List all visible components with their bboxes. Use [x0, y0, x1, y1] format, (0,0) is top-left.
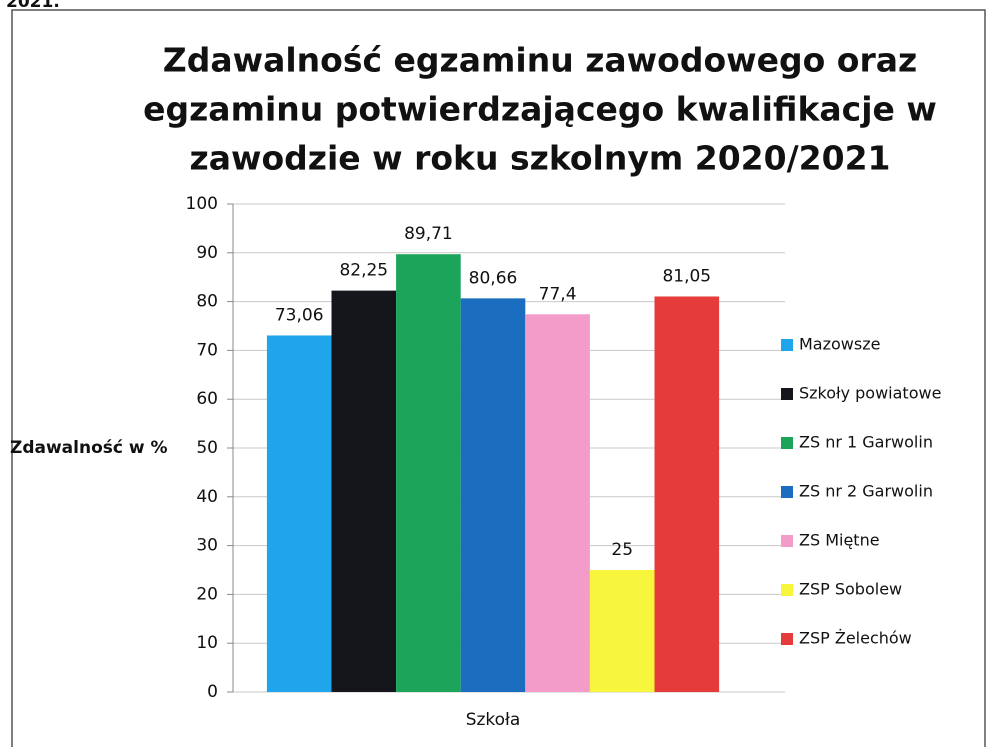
x-tick-label: Szkoła — [466, 710, 521, 730]
y-tick-label: 70 — [196, 340, 218, 360]
y-tick-label: 20 — [196, 584, 218, 604]
bar — [654, 296, 720, 692]
y-tick-label: 10 — [196, 633, 218, 653]
data-label: 89,71 — [404, 224, 453, 244]
legend-label: Mazowsze — [799, 335, 880, 354]
bar — [525, 314, 590, 692]
data-label: 80,66 — [469, 268, 518, 288]
legend-swatch — [781, 437, 793, 449]
y-axis-label: Zdawalność w % — [10, 438, 168, 458]
data-label: 81,05 — [662, 266, 711, 286]
legend-label: ZS nr 1 Garwolin — [799, 433, 933, 452]
y-tick-label: 40 — [196, 487, 218, 507]
y-tick-label: 0 — [207, 682, 218, 702]
chart-title: Zdawalność egzaminu zawodowego oraz — [163, 41, 917, 80]
data-label: 25 — [611, 540, 633, 560]
y-tick-label: 100 — [186, 194, 218, 214]
legend-label: ZSP Żelechów — [799, 629, 912, 648]
bar — [589, 570, 655, 692]
y-tick-label: 30 — [196, 536, 218, 556]
y-tick-label: 90 — [196, 243, 218, 263]
frame — [11, 9, 986, 747]
data-label: 82,25 — [339, 261, 388, 281]
chart-title: egzaminu potwierdzającego kwalifikacje w — [143, 90, 937, 129]
bar — [396, 254, 461, 692]
data-label: 73,06 — [275, 305, 324, 325]
chart-title: zawodzie w roku szkolnym 2020/2021 — [189, 139, 890, 178]
legend-label: ZSP Sobolew — [799, 580, 902, 599]
y-tick-label: 60 — [196, 389, 218, 409]
legend-swatch — [781, 584, 793, 596]
bar — [331, 290, 397, 692]
bar — [460, 298, 526, 692]
bar — [266, 335, 332, 692]
y-tick-label: 50 — [196, 438, 218, 458]
cut-text: 2021. — [6, 0, 60, 12]
data-label: 77,4 — [539, 284, 577, 304]
legend-swatch — [781, 535, 793, 547]
legend-label: ZS Miętne — [799, 531, 880, 550]
y-tick-label: 80 — [196, 292, 218, 312]
legend-label: ZS nr 2 Garwolin — [799, 482, 933, 501]
legend-swatch — [781, 633, 793, 645]
legend-swatch — [781, 486, 793, 498]
legend-swatch — [781, 388, 793, 400]
legend-label: Szkoły powiatowe — [799, 384, 941, 403]
legend-swatch — [781, 339, 793, 351]
